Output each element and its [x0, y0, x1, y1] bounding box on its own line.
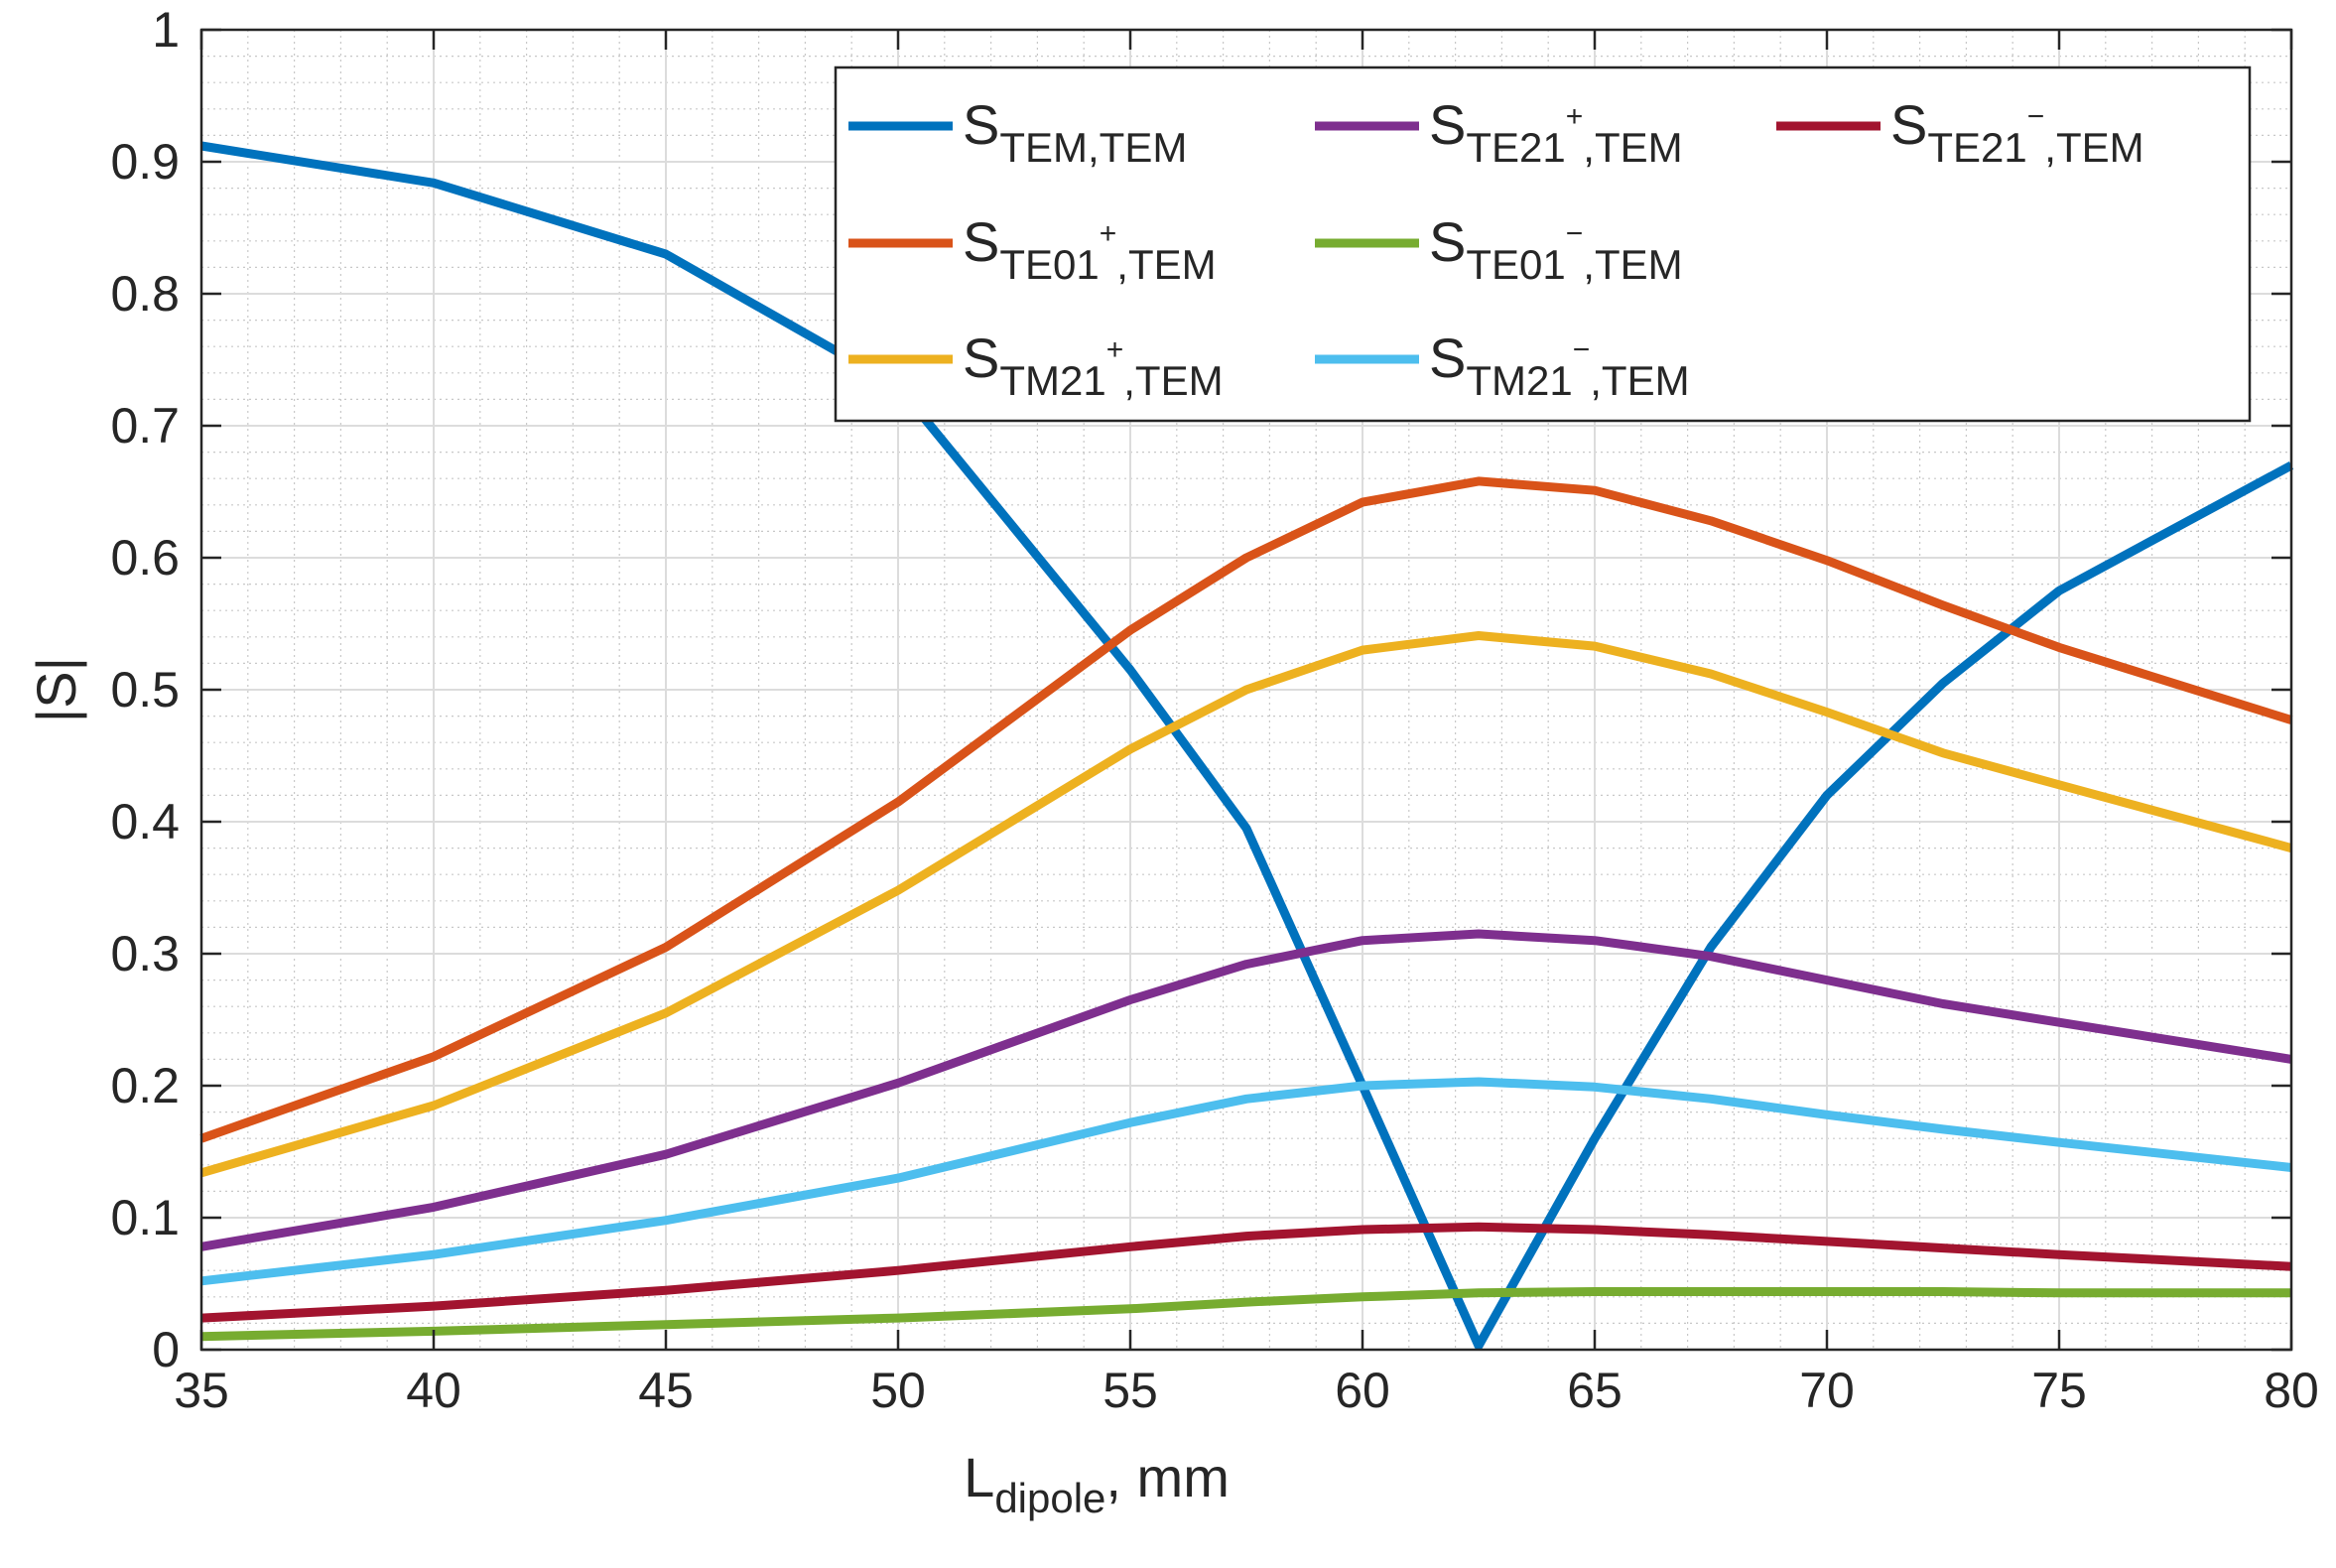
y-tick-label: 0.9 [110, 134, 180, 190]
x-axis-label: Ldipole, mm [964, 1446, 1230, 1521]
legend-entry: STM21−,TEM [1429, 327, 1690, 404]
y-axis: 0 0.1 0.2 0.3 0.4 0.5 0.6 0.7 0.8 0.9 1 [110, 2, 2291, 1377]
series-line [199, 476, 2293, 1143]
y-tick-label: 0.4 [110, 794, 180, 849]
y-tick-label: 0 [152, 1322, 180, 1377]
legend-box [834, 65, 2252, 423]
y-tick-label: 0.7 [110, 398, 180, 454]
series-line [200, 141, 2294, 1351]
y-tick-label: 0.3 [110, 926, 180, 981]
y-tick-label: 1 [152, 2, 180, 58]
legend-entry: STM21+,TEM [963, 327, 1224, 404]
x-tick-label: 40 [406, 1363, 461, 1418]
x-axis: 35 40 45 50 55 60 65 70 75 80 [174, 30, 2319, 1418]
y-tick-label: 0.1 [110, 1190, 180, 1245]
x-axis-label-rest: , mm [1105, 1446, 1229, 1508]
series-line [200, 1222, 2292, 1323]
x-tick-label: 35 [174, 1363, 229, 1418]
x-tick-label: 50 [870, 1363, 926, 1418]
y-tick-label: 0.2 [110, 1058, 180, 1113]
x-tick-label: 65 [1567, 1363, 1622, 1418]
y-tick-label: 0.5 [110, 662, 180, 718]
legend-entry: STE01+,TEM [963, 210, 1217, 288]
legend-entry: STE21−,TEM [1890, 93, 2144, 171]
series-line [200, 1077, 2292, 1286]
y-tick-label: 0.8 [110, 266, 180, 322]
series-line [199, 631, 2293, 1178]
series-line [200, 929, 2292, 1251]
legend-entry: STE21+,TEM [1429, 93, 1683, 171]
x-axis-label-main: L [964, 1446, 994, 1508]
x-tick-label: 70 [1799, 1363, 1855, 1418]
x-tick-label: 75 [2031, 1363, 2087, 1418]
x-axis-label-sub: dipole [994, 1475, 1105, 1521]
legend: STEM,TEM STE21+,TEM STE21−,TEM STE01+,TEM ST… [834, 65, 2252, 423]
x-tick-label: 55 [1103, 1363, 1158, 1418]
x-tick-label: 45 [638, 1363, 694, 1418]
legend-entry: STE01−,TEM [1429, 210, 1683, 288]
series-line [200, 1287, 2291, 1342]
y-axis-label: |S| [25, 657, 87, 722]
series-lines [199, 141, 2294, 1351]
y-tick-label: 0.6 [110, 530, 180, 586]
x-tick-label: 60 [1335, 1363, 1390, 1418]
legend-entry: STEM,TEM [963, 93, 1187, 171]
x-tick-label: 80 [2264, 1363, 2319, 1418]
